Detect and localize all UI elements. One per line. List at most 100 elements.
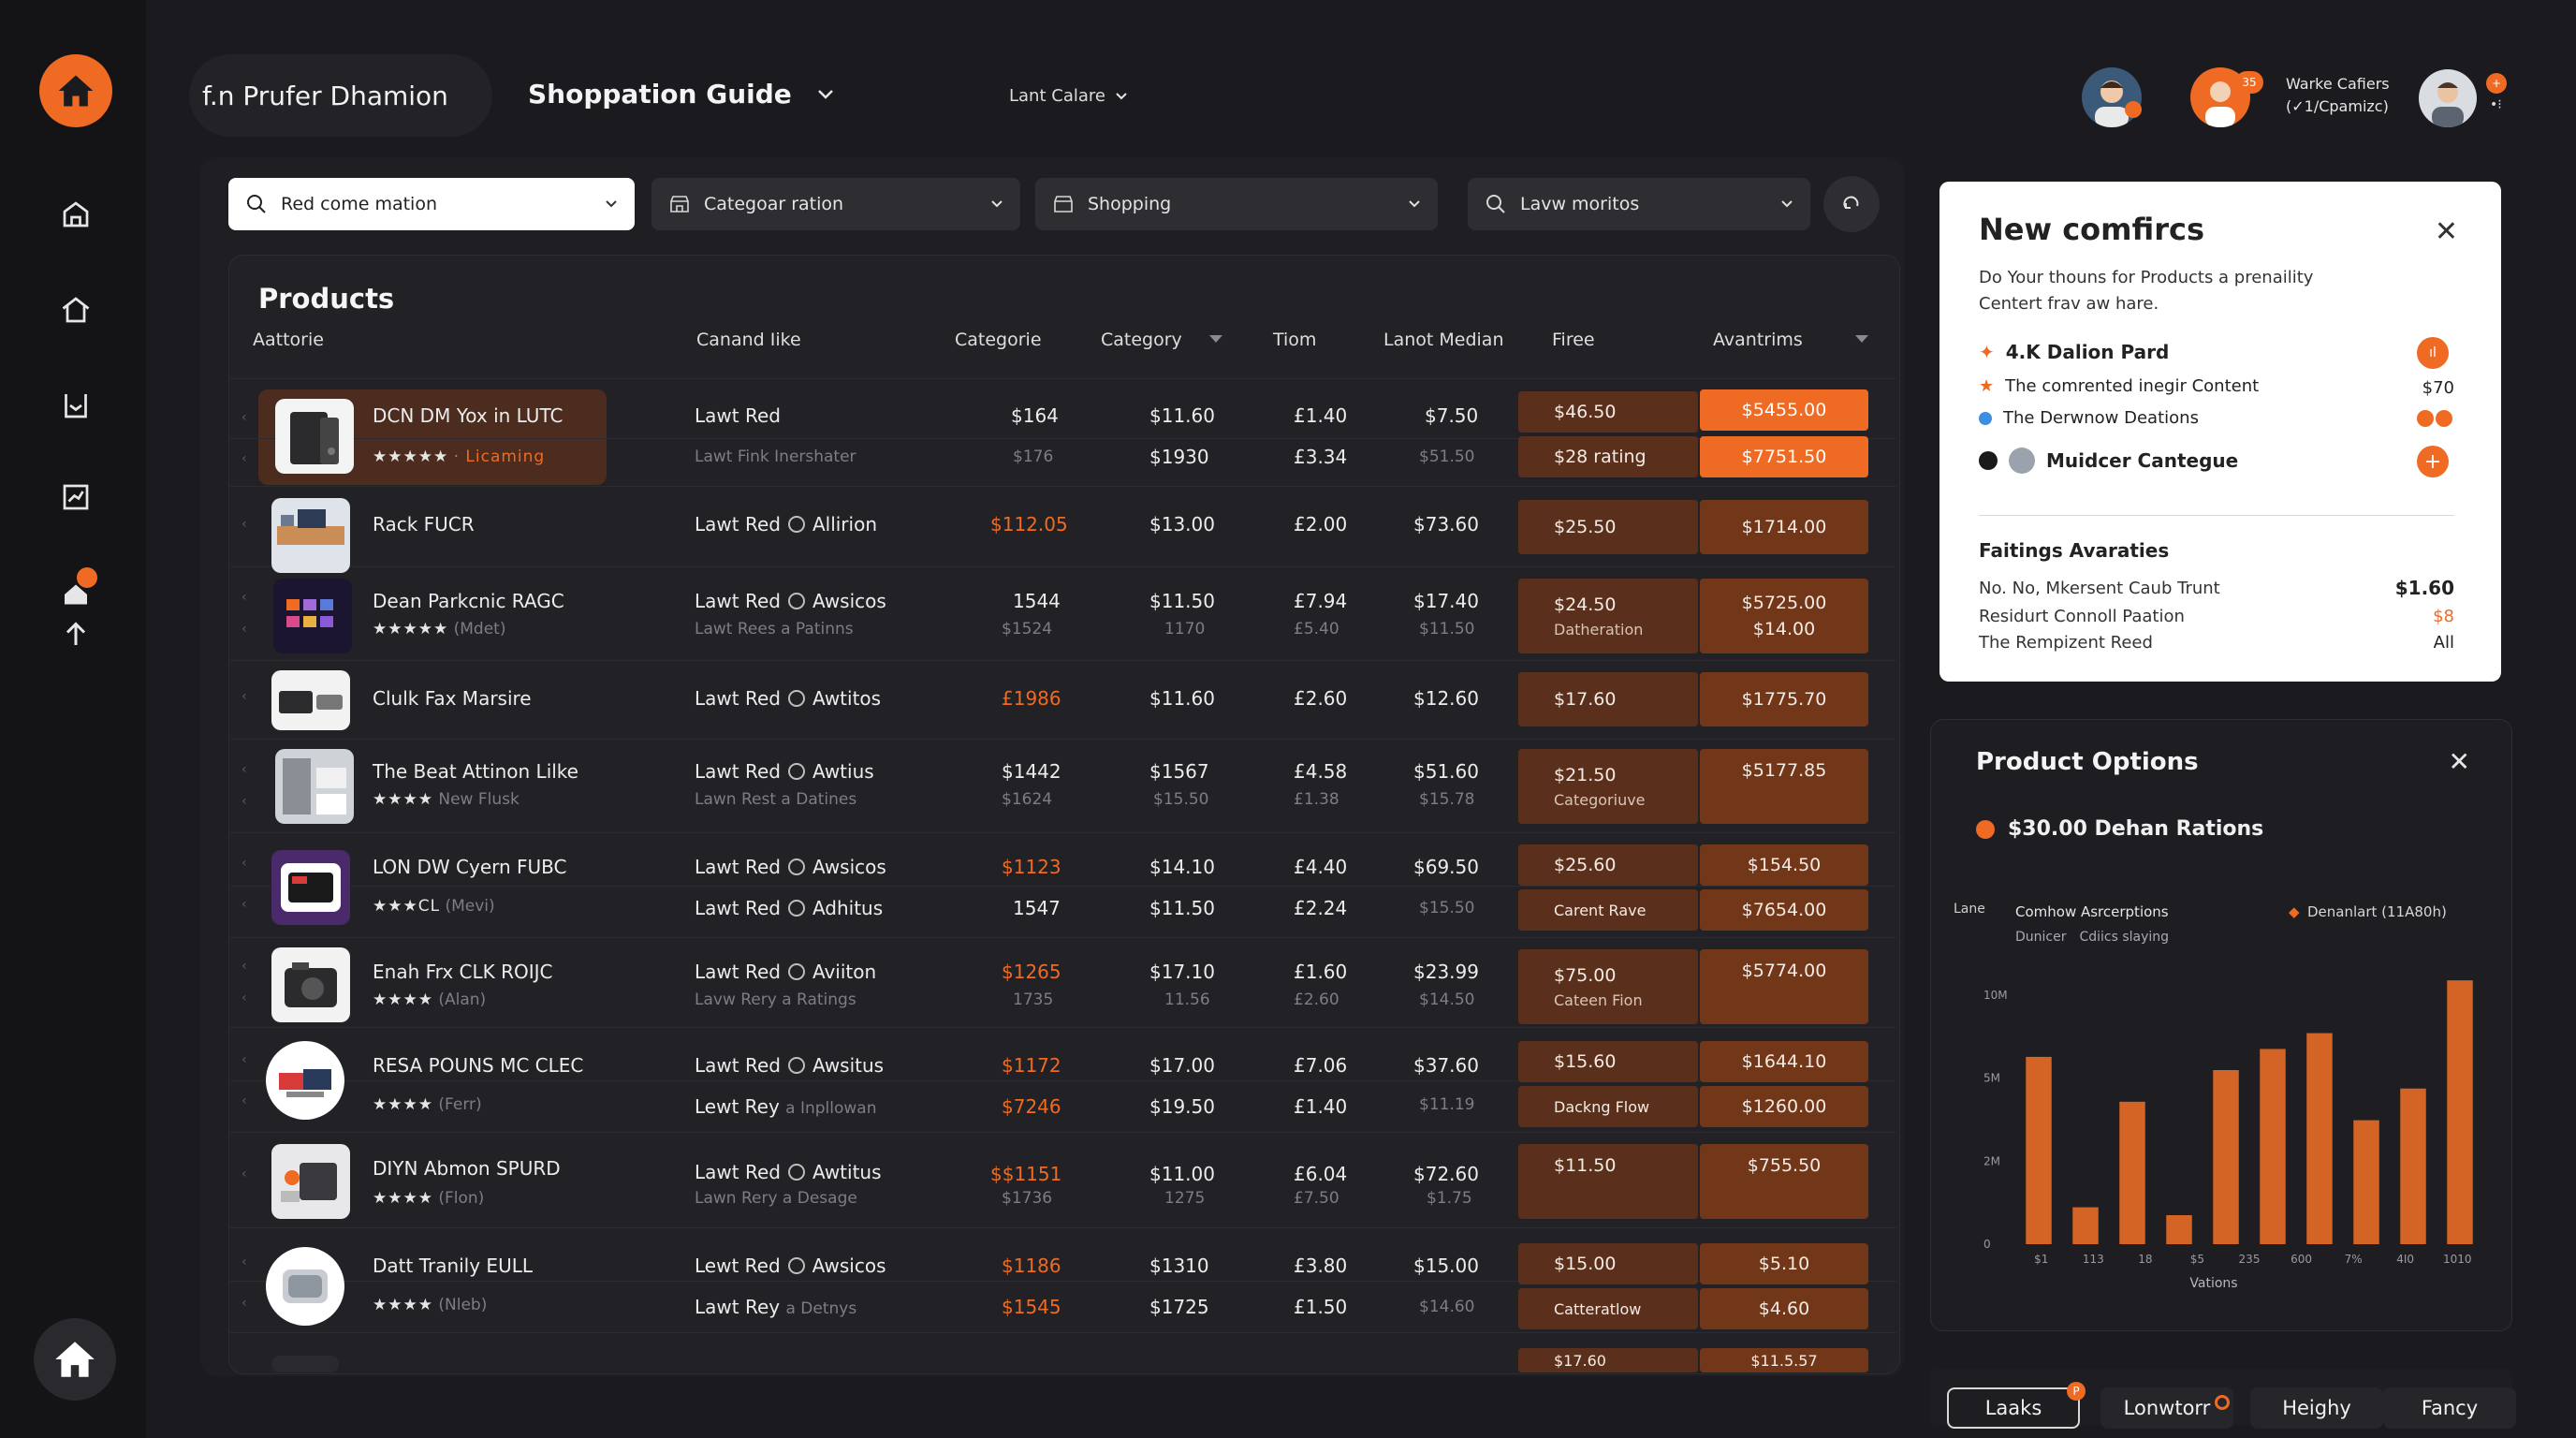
product-name[interactable]: Rack FUCR [373, 513, 475, 536]
store-icon[interactable] [54, 193, 97, 236]
product-thumbnail[interactable] [275, 749, 354, 824]
column-header[interactable]: Categorie [955, 330, 1042, 350]
chart-bar[interactable] [2353, 1120, 2379, 1244]
page-title[interactable]: Shoppation Guide [528, 79, 835, 110]
product-thumbnail[interactable] [271, 1356, 339, 1372]
price-pill[interactable]: $25.60 [1518, 844, 1698, 886]
product-thumbnail[interactable] [266, 1041, 344, 1120]
product-thumbnail[interactable] [271, 850, 350, 925]
tab-lonwtorr[interactable]: Lonwtorr [2100, 1387, 2233, 1429]
amount-pill[interactable]: $7654.00 [1700, 889, 1868, 931]
column-header[interactable]: Category [1101, 330, 1182, 350]
price-pill[interactable]: $28 rating [1518, 436, 1698, 477]
table-row[interactable] [230, 1028, 1896, 1133]
chart-bar[interactable] [2213, 1070, 2239, 1244]
table-row[interactable] [230, 489, 1896, 567]
dots-icon[interactable]: •⁝ [2490, 97, 2502, 112]
amount-pill[interactable]: $5774.00 [1700, 949, 1868, 1024]
search-filter-secondary[interactable]: Lavw moritos [1468, 178, 1810, 230]
product-name[interactable]: Enah Frx CLK ROIJC [373, 961, 553, 983]
column-header[interactable]: Lanot Median [1383, 330, 1504, 350]
price-pill[interactable]: $25.50 [1518, 500, 1698, 554]
product-thumbnail[interactable] [271, 498, 350, 573]
product-thumbnail[interactable] [273, 579, 352, 653]
notification-item[interactable]: The Derwnow Deations [1979, 408, 2199, 428]
price-pill[interactable]: Carent Rave [1518, 889, 1698, 931]
price-pill[interactable]: $17.60 [1518, 672, 1698, 726]
price-pill[interactable]: $15.60 [1518, 1041, 1698, 1082]
price-pill[interactable]: $75.00 Cateen Fion [1518, 949, 1698, 1024]
chart-bar[interactable] [2026, 1056, 2052, 1244]
amount-pill[interactable]: $5455.00 [1700, 389, 1868, 431]
header-menu[interactable]: Lant Calare [1009, 86, 1128, 106]
column-header[interactable]: Avantrims [1713, 330, 1803, 350]
chart-bar[interactable] [2119, 1101, 2145, 1244]
shopping-filter[interactable]: Shopping [1035, 178, 1438, 230]
product-name[interactable]: DIYN Abmon SPURD [373, 1157, 561, 1180]
product-name[interactable]: Datt Tranily EULL [373, 1255, 533, 1277]
sort-icon[interactable] [1855, 335, 1868, 343]
house-icon[interactable] [54, 288, 97, 331]
chart-bar[interactable] [2447, 980, 2473, 1244]
table-row[interactable] [230, 1133, 1896, 1228]
price-pill[interactable]: Dackng Flow [1518, 1086, 1698, 1127]
product-name[interactable]: Clulk Fax Marsire [373, 687, 532, 710]
table-row[interactable] [230, 1228, 1896, 1333]
price-pill[interactable]: $17.60 [1518, 1348, 1698, 1372]
refresh-button[interactable] [1823, 176, 1880, 232]
notification-item[interactable]: ✦ 4.K Dalion Pard [1979, 341, 2170, 363]
notification-item[interactable]: ★ The comrented inegir Content [1979, 376, 2260, 396]
table-row[interactable] [230, 740, 1896, 833]
chart-bar[interactable] [2400, 1088, 2426, 1244]
product-thumbnail[interactable] [275, 399, 354, 474]
amount-pill[interactable]: $5725.00 $14.00 [1700, 579, 1868, 653]
tab-heighy[interactable]: Heighy [2250, 1387, 2383, 1429]
category-filter[interactable]: Categoar ration [651, 178, 1020, 230]
tab-laaks[interactable]: Laaks [1947, 1387, 2080, 1429]
amount-pill[interactable]: $7751.50 [1700, 436, 1868, 477]
product-thumbnail[interactable] [266, 1247, 344, 1326]
home-button[interactable] [34, 1318, 116, 1401]
table-row[interactable] [230, 833, 1896, 938]
column-header[interactable]: Firee [1552, 330, 1595, 350]
close-icon[interactable]: ✕ [2448, 746, 2470, 777]
price-pill[interactable]: $21.50 Categoriuve [1518, 749, 1698, 824]
table-row[interactable] [230, 938, 1896, 1028]
amount-pill[interactable]: $11.5.57 [1700, 1348, 1868, 1372]
chart-badge-icon[interactable]: ıl [2417, 337, 2449, 369]
arrow-up-icon[interactable] [54, 612, 97, 655]
sort-icon[interactable] [1209, 335, 1222, 343]
add-button[interactable]: + [2417, 446, 2449, 477]
product-name[interactable]: RESA POUNS MC CLEC [373, 1054, 584, 1077]
column-header[interactable]: Canand Iike [696, 330, 801, 350]
amount-pill[interactable]: $1775.70 [1700, 672, 1868, 726]
product-name[interactable]: Dean Parkcnic RAGC [373, 590, 564, 612]
amount-pill[interactable]: $4.60 [1700, 1288, 1868, 1329]
amount-pill[interactable]: $154.50 [1700, 844, 1868, 886]
chart-bar[interactable] [2072, 1207, 2099, 1244]
column-header[interactable]: Tiom [1273, 330, 1317, 350]
inbox-icon[interactable] [54, 384, 97, 427]
chart-bar[interactable] [2306, 1033, 2333, 1244]
plus-icon[interactable]: + [2486, 73, 2507, 94]
avatar[interactable] [2419, 69, 2477, 127]
price-pill[interactable]: $46.50 [1518, 391, 1698, 433]
notifications-icon[interactable] [54, 567, 97, 616]
amount-pill[interactable]: $1714.00 [1700, 500, 1868, 554]
price-pill[interactable]: $11.50 [1518, 1144, 1698, 1219]
amount-pill[interactable]: $5177.85 [1700, 749, 1868, 824]
notification-item[interactable]: Muidcer Cantegue [1979, 448, 2238, 474]
amount-pill[interactable]: $5.10 [1700, 1243, 1868, 1284]
product-thumbnail[interactable] [271, 947, 350, 1022]
column-header[interactable]: Aattorie [253, 330, 324, 350]
price-pill[interactable]: $24.50 Datheration [1518, 579, 1698, 653]
price-pill[interactable]: $15.00 [1518, 1243, 1698, 1284]
chart-icon[interactable] [54, 476, 97, 519]
table-row[interactable] [230, 661, 1896, 740]
tab-fancy[interactable]: Fancy [2383, 1387, 2516, 1429]
chart-bar[interactable] [2166, 1215, 2192, 1244]
table-row[interactable] [230, 389, 1896, 487]
product-name[interactable]: DCN DM Yox in LUTC [373, 404, 564, 427]
product-thumbnail[interactable] [271, 670, 350, 730]
avatar[interactable] [2082, 67, 2142, 127]
